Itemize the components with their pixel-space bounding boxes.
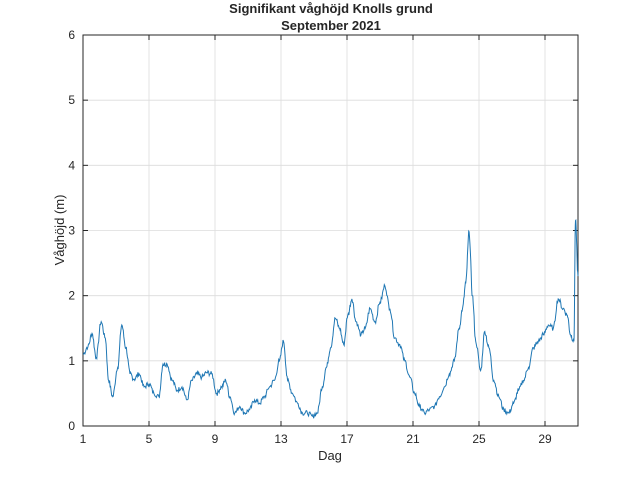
grid-lines bbox=[82, 34, 578, 427]
y-axis-label: Våghöjd (m) bbox=[52, 195, 67, 266]
x-tick-label: 13 bbox=[274, 432, 288, 446]
x-tick-label: 21 bbox=[406, 432, 420, 446]
chart-title: Signifikant våghöjd Knolls grund bbox=[229, 1, 433, 16]
x-axis-label: Dag bbox=[318, 448, 342, 463]
x-tick-label: 29 bbox=[538, 432, 552, 446]
y-tick-label: 4 bbox=[68, 158, 75, 172]
x-tick-label: 1 bbox=[80, 432, 87, 446]
tick-marks bbox=[82, 34, 578, 427]
x-tick-label: 25 bbox=[472, 432, 486, 446]
chart-subtitle: September 2021 bbox=[281, 18, 381, 33]
y-tick-label: 0 bbox=[68, 419, 75, 433]
y-tick-label: 5 bbox=[68, 93, 75, 107]
x-tick-label: 5 bbox=[146, 432, 153, 446]
y-tick-label: 1 bbox=[68, 354, 75, 368]
series-line-wave-height bbox=[82, 218, 579, 419]
y-tick-label: 2 bbox=[68, 289, 75, 303]
x-tick-label: 17 bbox=[340, 432, 354, 446]
x-tick-label: 9 bbox=[212, 432, 219, 446]
y-tick-label: 6 bbox=[68, 28, 75, 42]
y-tick-label: 3 bbox=[68, 224, 75, 238]
